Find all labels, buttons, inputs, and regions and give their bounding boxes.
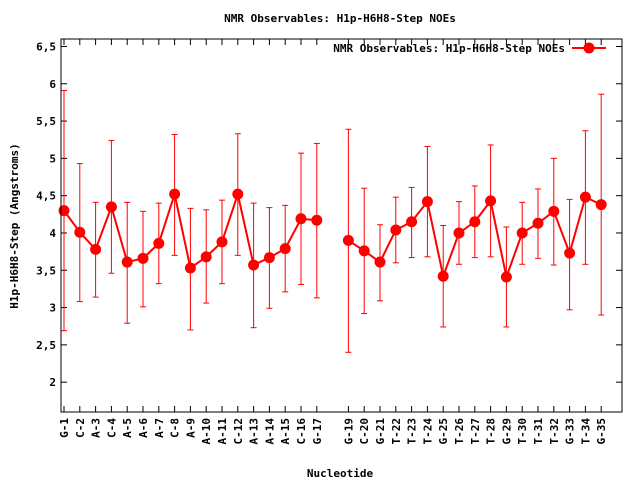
plot-frame bbox=[60, 38, 623, 413]
y-tick-label: 3 bbox=[49, 302, 56, 315]
x-tick-label: C-8 bbox=[169, 418, 182, 438]
data-point bbox=[374, 256, 386, 268]
x-tick-label: T-26 bbox=[453, 418, 466, 445]
x-tick-label: G-21 bbox=[374, 418, 387, 445]
x-tick-label: T-32 bbox=[548, 418, 561, 445]
data-point bbox=[216, 236, 228, 248]
chart-title: NMR Observables: H1p-H6H8-Step NOEs bbox=[224, 12, 456, 25]
data-point bbox=[137, 252, 149, 264]
x-tick-label: T-24 bbox=[421, 418, 434, 445]
y-tick-label: 2,5 bbox=[36, 339, 56, 352]
x-tick-label: A-7 bbox=[153, 418, 166, 438]
x-tick-label: T-34 bbox=[579, 418, 592, 445]
data-point bbox=[485, 195, 497, 207]
x-axis-label: Nucleotide bbox=[307, 467, 374, 480]
x-tick-label: G-29 bbox=[500, 418, 513, 445]
data-point bbox=[74, 226, 86, 238]
legend-marker bbox=[583, 42, 595, 54]
data-point bbox=[311, 214, 323, 226]
y-tick-label: 5,5 bbox=[36, 115, 56, 128]
x-tick-label: A-9 bbox=[184, 418, 197, 438]
y-tick-label: 4,5 bbox=[36, 190, 56, 203]
y-axis-label: H1p-H6H8-Step (Angstroms) bbox=[8, 143, 21, 309]
y-tick-label: 5 bbox=[49, 152, 56, 165]
x-tick-label: G-1 bbox=[58, 418, 71, 438]
data-point bbox=[342, 234, 354, 246]
x-tick-label: C-12 bbox=[232, 418, 245, 445]
x-tick-label: T-22 bbox=[390, 418, 403, 445]
data-point bbox=[295, 213, 307, 225]
x-tick-label: T-31 bbox=[532, 418, 545, 445]
y-tick-label: 6,5 bbox=[36, 40, 56, 53]
data-point bbox=[358, 245, 370, 257]
x-tick-label: T-30 bbox=[516, 418, 529, 445]
data-point bbox=[532, 217, 544, 229]
data-point bbox=[453, 227, 465, 239]
x-tick-label: C-4 bbox=[105, 418, 118, 438]
data-point bbox=[437, 270, 449, 282]
x-tick-label: G-33 bbox=[564, 418, 577, 445]
x-tick-label: G-35 bbox=[595, 418, 608, 445]
data-point bbox=[121, 256, 133, 268]
data-point bbox=[263, 252, 275, 264]
x-tick-label: A-11 bbox=[216, 418, 229, 445]
data-point bbox=[248, 259, 260, 271]
x-tick-label: C-2 bbox=[74, 418, 87, 438]
error-bars bbox=[61, 89, 605, 353]
x-tick-label: T-27 bbox=[469, 418, 482, 445]
x-tick-label: C-16 bbox=[295, 418, 308, 445]
data-point bbox=[500, 271, 512, 283]
data-point bbox=[200, 251, 212, 263]
x-tick-label: A-13 bbox=[248, 418, 261, 445]
x-tick-label: A-10 bbox=[200, 418, 213, 445]
y-axis: 2 2,5 3 3,5 4 4,5 5 5,5 6 6,5 bbox=[36, 40, 622, 389]
x-tick-label: T-23 bbox=[406, 418, 419, 445]
y-tick-label: 3,5 bbox=[36, 264, 56, 277]
x-tick-label: A-15 bbox=[279, 418, 292, 445]
x-tick-label: G-19 bbox=[342, 418, 355, 445]
x-tick-label: G-25 bbox=[437, 418, 450, 445]
data-point bbox=[516, 227, 528, 239]
data-point bbox=[169, 188, 181, 200]
legend: NMR Observables: H1p-H6H8-Step NOEs bbox=[333, 42, 606, 55]
legend-label: NMR Observables: H1p-H6H8-Step NOEs bbox=[333, 42, 565, 55]
data-point bbox=[548, 205, 560, 217]
y-tick-label: 6 bbox=[49, 78, 56, 91]
data-point bbox=[469, 216, 481, 228]
x-tick-label: G-17 bbox=[311, 418, 324, 445]
x-tick-label: A-5 bbox=[121, 418, 134, 438]
data-point bbox=[279, 243, 291, 255]
x-tick-label: T-28 bbox=[485, 418, 498, 445]
data-point bbox=[406, 216, 418, 228]
data-point bbox=[564, 247, 576, 259]
x-axis: G-1 C-2 A-3 C-4 A-5 A-6 A-7 C-8 A-9 A-10 A-11 C-12 A… bbox=[58, 39, 608, 445]
x-tick-label: A-6 bbox=[137, 418, 150, 438]
x-tick-label: C-20 bbox=[358, 418, 371, 445]
data-point bbox=[58, 205, 70, 217]
data-point bbox=[579, 191, 591, 203]
y-tick-label: 4 bbox=[49, 227, 56, 240]
data-point bbox=[390, 224, 402, 236]
x-tick-label: A-14 bbox=[263, 418, 276, 445]
data-point bbox=[595, 199, 607, 211]
data-point bbox=[421, 196, 433, 208]
series-points bbox=[58, 188, 607, 283]
data-point bbox=[153, 237, 165, 249]
data-point bbox=[232, 188, 244, 200]
data-point bbox=[90, 243, 102, 255]
data-point bbox=[184, 262, 196, 274]
x-tick-label: A-3 bbox=[90, 418, 103, 438]
y-tick-label: 2 bbox=[49, 376, 56, 389]
data-point bbox=[105, 201, 117, 213]
